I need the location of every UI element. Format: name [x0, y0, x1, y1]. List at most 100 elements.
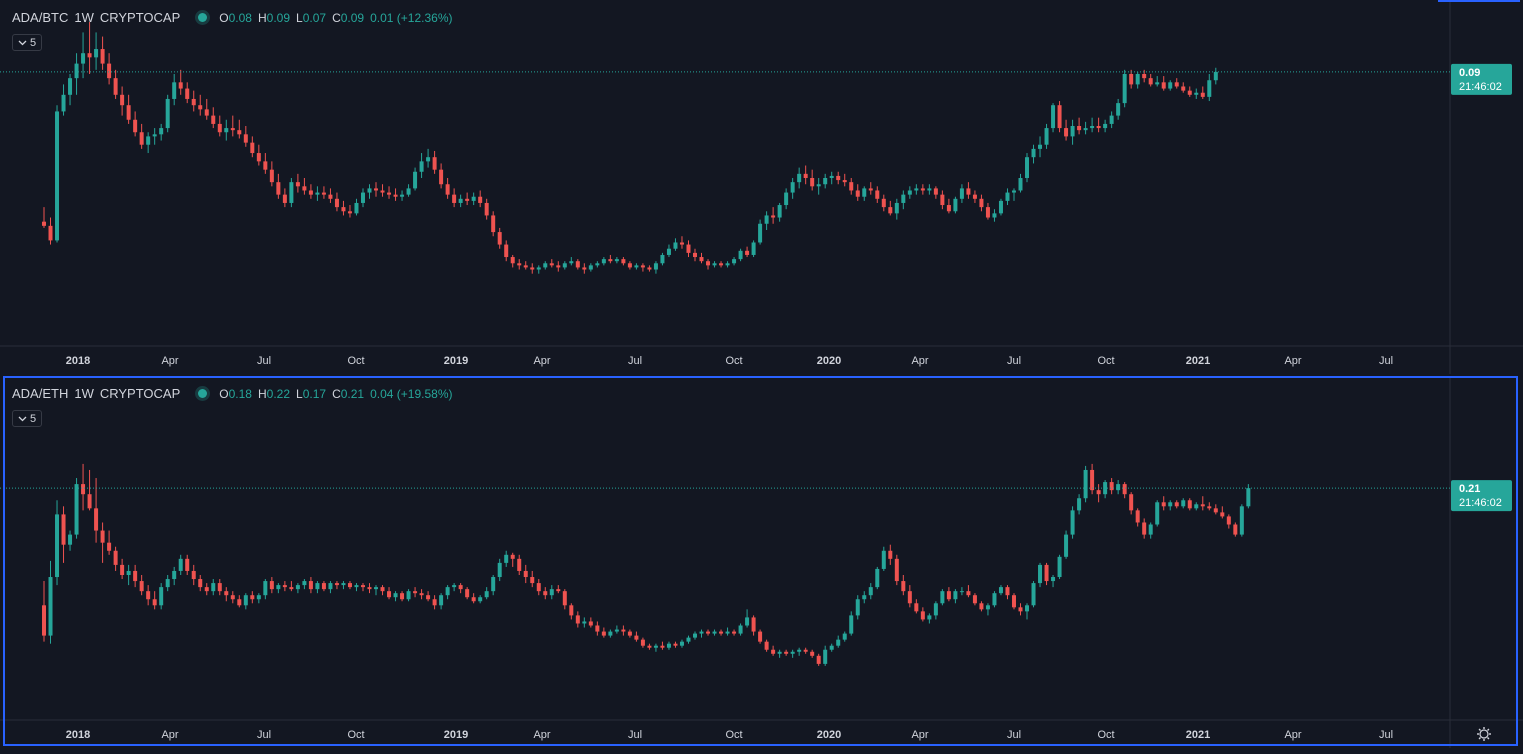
candle-body — [1018, 178, 1023, 191]
candle-body — [608, 259, 613, 262]
candle — [927, 184, 932, 195]
candle-body — [933, 188, 938, 195]
bar-countdown: 21:46:02 — [1459, 497, 1502, 509]
candle-body — [406, 188, 411, 195]
candle-body — [536, 583, 541, 592]
candle-body — [699, 257, 704, 262]
close-label: C — [332, 10, 341, 25]
candle — [445, 178, 450, 199]
candle — [777, 202, 782, 222]
candle — [803, 165, 808, 185]
candle-body — [1181, 86, 1186, 91]
candle — [133, 564, 138, 588]
candle — [354, 198, 359, 216]
candle-body — [295, 182, 300, 187]
candle-body — [419, 161, 424, 172]
candle — [985, 202, 990, 220]
candle — [790, 178, 795, 199]
candle-body — [1129, 74, 1134, 85]
candle — [959, 587, 964, 596]
candle-body — [1005, 587, 1010, 596]
last-price-value: 0.09 — [1459, 67, 1480, 79]
candle-body — [1129, 494, 1134, 511]
candle — [445, 585, 450, 600]
candle — [1161, 76, 1166, 91]
candle-body — [295, 585, 300, 590]
symbol-name[interactable]: ADA/BTC — [12, 10, 69, 25]
candle — [165, 575, 170, 592]
candle — [1135, 71, 1140, 89]
candle-body — [445, 587, 450, 596]
candle — [256, 593, 261, 604]
candle — [914, 599, 919, 614]
candle-body — [745, 250, 750, 255]
candle-body — [510, 257, 515, 264]
candle-body — [1226, 516, 1231, 525]
interval[interactable]: 1W — [74, 386, 94, 401]
candle — [159, 583, 164, 610]
candle-body — [341, 583, 346, 586]
candle-body — [653, 263, 658, 270]
candle — [146, 132, 151, 154]
candle — [1070, 119, 1075, 145]
candle-body — [894, 558, 899, 582]
candle — [100, 522, 105, 563]
candle — [452, 583, 457, 592]
candle-body — [894, 202, 899, 214]
candle-body — [302, 186, 307, 191]
candle-body — [419, 593, 424, 596]
candle — [497, 227, 502, 249]
collapse-indicators-button[interactable]: 5 — [12, 34, 42, 51]
candle — [42, 207, 46, 228]
candle — [653, 643, 658, 652]
candle-body — [758, 223, 763, 243]
candle-body — [465, 589, 470, 598]
candle-body — [582, 267, 587, 270]
candle-body — [914, 188, 919, 191]
candle-body — [569, 261, 574, 264]
candle-body — [308, 190, 313, 195]
candle — [497, 558, 502, 582]
candle-body — [797, 173, 802, 183]
candle — [295, 583, 300, 594]
candle — [699, 629, 704, 638]
candle — [217, 579, 222, 596]
candle — [1083, 465, 1088, 503]
candle-body — [706, 631, 711, 634]
candle-body — [784, 651, 789, 654]
candle — [758, 219, 763, 245]
chart-pane-ada-eth[interactable]: 2018 Apr Jul Oct 2019 Apr Jul Oct 2020 Apr Jul Oct 2… — [0, 376, 1523, 754]
candle-body — [634, 265, 639, 268]
candle — [393, 188, 398, 201]
candle-body — [458, 585, 463, 590]
candle-body — [1044, 128, 1049, 145]
candle-body — [530, 267, 535, 270]
chart-pane-ada-btc[interactable]: 2018 Apr Jul Oct 2019 Apr Jul Oct 2020 Apr Jul Oct 2… — [0, 0, 1523, 374]
candle-body — [1246, 488, 1251, 507]
candle — [706, 629, 711, 636]
ada-btc-chart[interactable]: 2018 Apr Jul Oct 2019 Apr Jul Oct 2020 Apr Jul Oct 2… — [0, 0, 1523, 374]
candle — [634, 631, 639, 642]
symbol-name[interactable]: ADA/ETH — [12, 386, 69, 401]
candle-body — [1200, 504, 1205, 507]
ada-eth-chart[interactable]: 2018 Apr Jul Oct 2019 Apr Jul Oct 2020 Apr Jul Oct 2… — [0, 376, 1523, 754]
collapse-indicators-button[interactable]: 5 — [12, 410, 42, 427]
candle-body — [959, 188, 964, 199]
candle-body — [120, 94, 125, 106]
candle — [237, 119, 242, 139]
gear-icon[interactable] — [1477, 727, 1491, 741]
candle-body — [308, 581, 313, 590]
candle-body — [614, 259, 619, 262]
candle — [562, 261, 567, 270]
candle-body — [1083, 128, 1088, 131]
candle-body — [979, 198, 984, 208]
candle — [693, 631, 697, 640]
candle-body — [256, 153, 261, 162]
candle — [1194, 88, 1199, 99]
candle-body — [601, 631, 606, 636]
candle-body — [1187, 90, 1192, 95]
candle-body — [334, 198, 339, 208]
candle-body — [751, 242, 756, 255]
interval[interactable]: 1W — [74, 10, 94, 25]
candle-body — [1174, 502, 1179, 507]
